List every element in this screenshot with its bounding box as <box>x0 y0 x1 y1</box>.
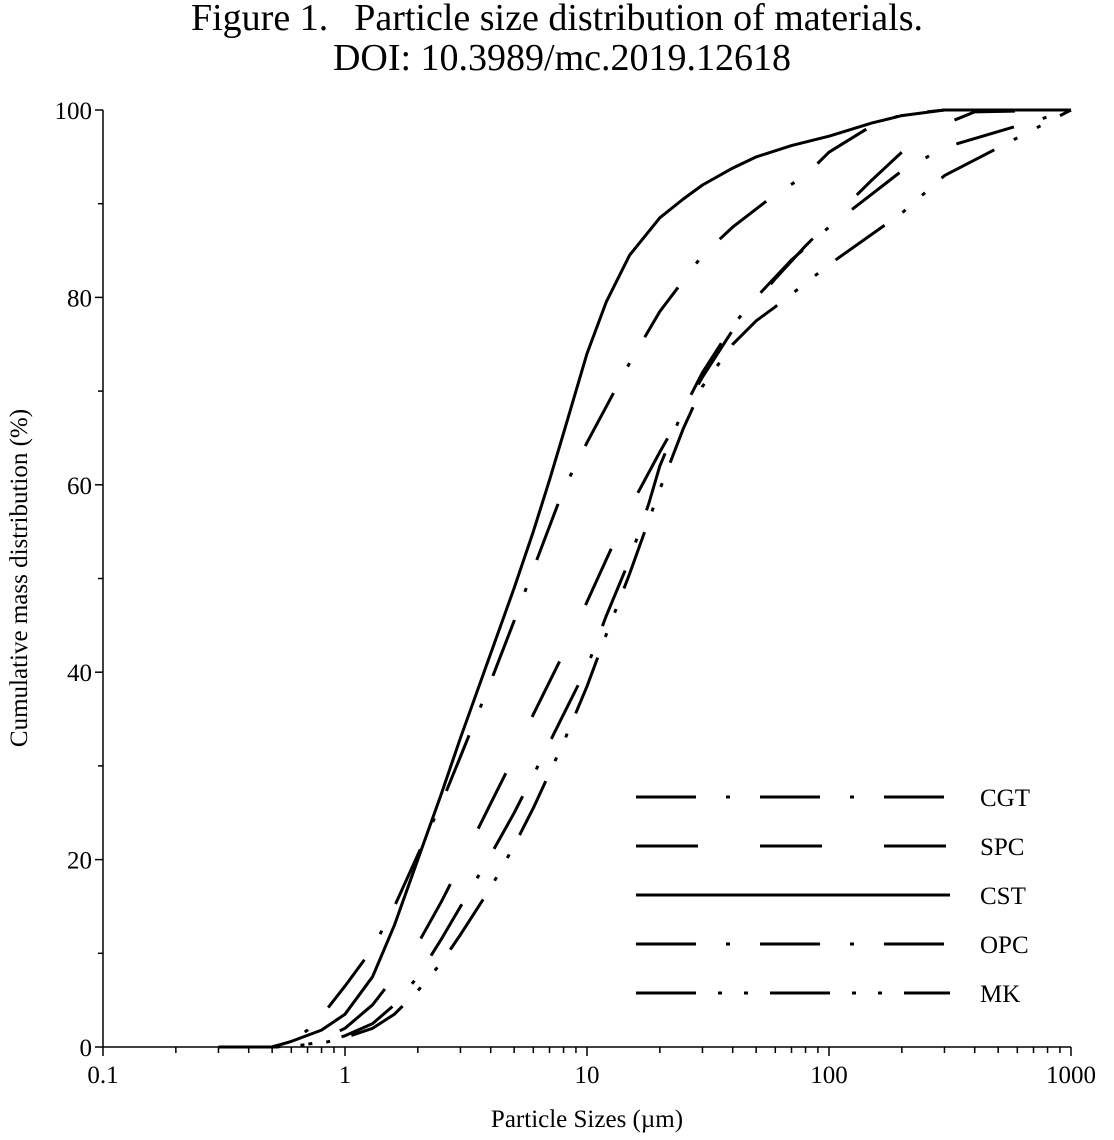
figure-label: Figure 1. <box>191 0 328 39</box>
axes: 0 20 40 60 80 100 0.1 1 10 100 1000 <box>55 98 1097 1089</box>
series-cgt-line <box>218 108 1071 1049</box>
plot-area <box>218 108 1072 1049</box>
x-tick-label: 1000 <box>1046 1062 1096 1089</box>
legend-label-cst: CST <box>980 883 1026 910</box>
y-tick-label: 20 <box>67 848 92 875</box>
legend-label-opc: OPC <box>980 932 1029 959</box>
chart-title: Figure 1. Particle size distribution of m… <box>191 0 923 39</box>
y-tick-label: 60 <box>67 473 92 500</box>
legend: CGT SPC CST OPC MK <box>636 785 1030 1008</box>
legend-label-spc: SPC <box>980 834 1024 861</box>
legend-label-cgt: CGT <box>980 785 1030 812</box>
figure-caption: Particle size distribution of materials. <box>354 0 923 39</box>
chart-subtitle: DOI: 10.3989/mc.2019.12618 <box>333 37 791 79</box>
y-tick-label: 80 <box>67 285 92 312</box>
series-mk-line <box>218 108 1072 1049</box>
y-tick-label: 100 <box>55 98 93 125</box>
x-axis-label: Particle Sizes (µm) <box>491 1106 683 1133</box>
legend-label-mk: MK <box>980 981 1020 1008</box>
series-spc-line <box>218 108 1072 1049</box>
y-axis-label: Cumulative mass distribution (%) <box>6 409 33 747</box>
series-cst-line <box>218 108 1071 1049</box>
series-opc-line <box>218 108 1072 1049</box>
y-tick-label: 0 <box>80 1035 93 1062</box>
x-tick-label: 100 <box>810 1062 848 1089</box>
y-tick-label: 40 <box>67 660 92 687</box>
x-tick-label: 1 <box>339 1062 352 1089</box>
x-tick-label: 10 <box>575 1062 600 1089</box>
x-tick-label: 0.1 <box>87 1062 118 1089</box>
